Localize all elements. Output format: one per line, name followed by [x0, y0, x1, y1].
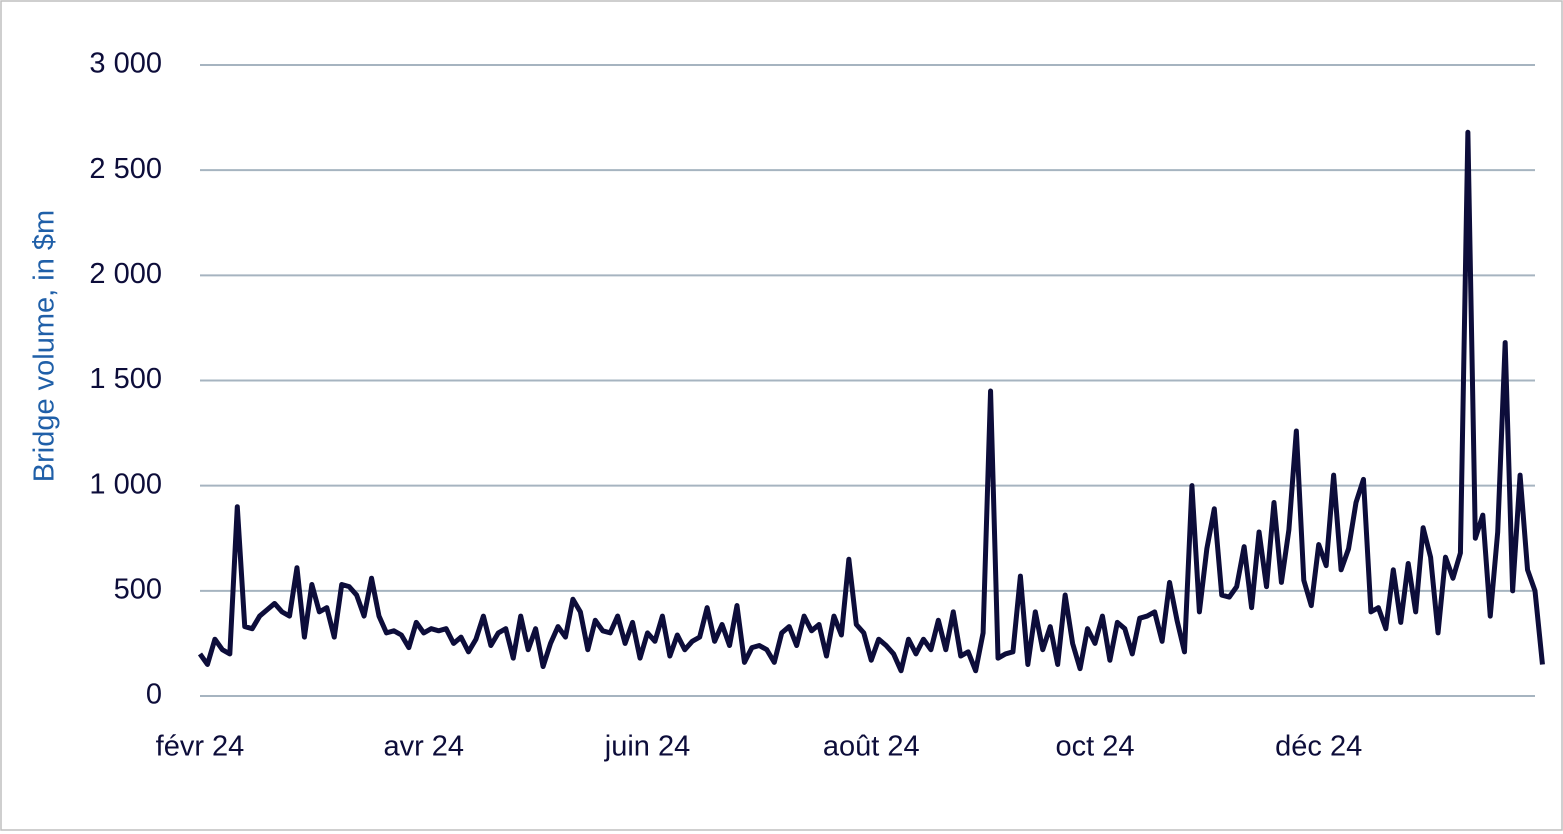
- data-line: [197, 129, 1545, 674]
- x-tick-label: févr 24: [156, 731, 245, 763]
- y-tick-label: 2 000: [89, 258, 162, 290]
- y-tick-label: 2 500: [89, 153, 162, 185]
- x-tick-label: oct 24: [1055, 731, 1134, 763]
- y-tick-label: 3 000: [89, 48, 162, 80]
- x-tick-label: juin 24: [604, 731, 690, 763]
- y-tick-label: 0: [146, 679, 162, 711]
- y-axis-label: Bridge volume, in $m: [29, 210, 61, 482]
- x-tick-label: août 24: [823, 731, 920, 763]
- y-tick-label: 1 500: [89, 363, 162, 395]
- x-tick-label: déc 24: [1275, 731, 1362, 763]
- x-tick-label: avr 24: [383, 731, 464, 763]
- y-tick-label: 1 000: [89, 468, 162, 500]
- y-tick-label: 500: [114, 573, 162, 605]
